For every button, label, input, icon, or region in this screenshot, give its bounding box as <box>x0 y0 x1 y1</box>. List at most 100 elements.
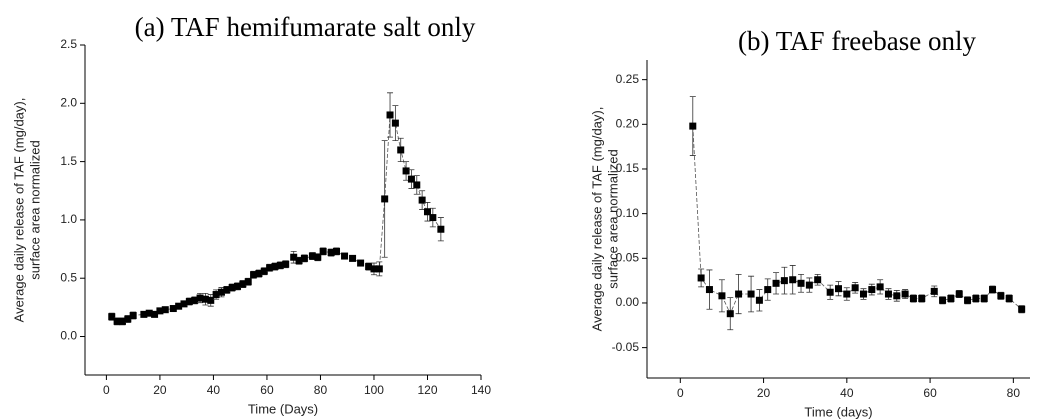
x-tick-label: 40 <box>207 383 221 397</box>
marker <box>980 295 988 302</box>
marker <box>308 252 316 260</box>
marker <box>185 298 193 306</box>
marker <box>228 284 236 292</box>
marker <box>423 208 431 216</box>
marker <box>859 290 867 298</box>
y-tick-label: 1.0 <box>60 212 77 226</box>
y-tick-label: 2.0 <box>60 95 77 109</box>
marker <box>271 263 279 271</box>
marker <box>918 295 926 302</box>
x-axis-label: Time (days) <box>804 404 872 419</box>
marker <box>217 288 225 296</box>
y-tick-label: 0.0 <box>60 329 77 343</box>
marker <box>357 259 365 267</box>
marker <box>333 247 341 255</box>
marker <box>718 292 726 300</box>
marker <box>260 267 268 275</box>
marker <box>282 260 290 268</box>
marker <box>437 225 445 233</box>
marker <box>851 284 859 292</box>
marker <box>726 310 734 318</box>
x-tick-label: 20 <box>757 386 771 400</box>
marker <box>413 181 421 189</box>
marker <box>868 286 876 294</box>
marker <box>124 315 132 323</box>
marker <box>118 317 126 325</box>
marker <box>223 286 231 294</box>
marker <box>835 285 842 293</box>
marker <box>909 295 917 302</box>
x-tick-label: 20 <box>153 383 167 397</box>
y-axis-label: surface area normalized <box>27 140 42 279</box>
y-tick-label: -0.05 <box>612 340 640 354</box>
marker <box>972 295 980 302</box>
marker <box>341 252 349 260</box>
marker <box>939 296 947 304</box>
y-tick-label: 0.5 <box>60 270 77 284</box>
y-tick-label: 2.5 <box>60 37 77 51</box>
marker <box>764 286 772 294</box>
marker <box>997 292 1005 300</box>
marker <box>191 296 199 304</box>
x-tick-label: 100 <box>364 383 384 397</box>
marker <box>930 287 938 295</box>
y-tick-label: 0.05 <box>616 250 640 264</box>
marker <box>955 290 963 298</box>
marker <box>375 265 383 273</box>
marker <box>381 195 389 203</box>
marker <box>175 302 183 310</box>
series-line <box>111 113 442 322</box>
x-tick-label: 0 <box>677 386 684 400</box>
marker <box>1018 305 1026 313</box>
marker <box>705 286 713 294</box>
marker <box>747 290 755 298</box>
y-tick-label: 1.5 <box>60 154 77 168</box>
marker <box>418 196 426 204</box>
marker <box>319 247 327 255</box>
marker <box>266 264 274 272</box>
marker <box>386 111 394 119</box>
marker <box>255 270 263 278</box>
marker <box>964 296 972 304</box>
marker <box>201 295 209 303</box>
marker <box>876 283 884 291</box>
marker <box>755 296 763 304</box>
marker <box>212 291 220 299</box>
marker <box>901 290 909 298</box>
marker <box>239 280 247 288</box>
y-axis-label: surface area normalized <box>605 149 620 288</box>
marker <box>772 279 780 287</box>
marker <box>234 282 242 290</box>
marker <box>250 271 258 279</box>
marker <box>145 309 153 317</box>
marker <box>113 317 121 325</box>
marker <box>1005 295 1013 302</box>
y-axis-label: Average daily release of TAF (mg/day), <box>11 98 26 323</box>
y-tick-label: 0.00 <box>616 295 640 309</box>
marker <box>429 214 437 222</box>
marker <box>402 167 410 175</box>
marker <box>276 261 284 269</box>
marker <box>797 279 805 287</box>
marker <box>207 296 215 304</box>
x-tick-label: 80 <box>1007 386 1021 400</box>
y-tick-label: 0.10 <box>616 206 640 220</box>
marker <box>156 307 164 315</box>
marker <box>151 310 159 318</box>
marker <box>689 122 697 130</box>
chart-title: (b) TAF freebase only <box>738 26 977 56</box>
marker <box>989 286 997 294</box>
marker <box>327 249 335 257</box>
marker <box>244 278 252 286</box>
marker <box>826 288 834 296</box>
marker <box>893 292 901 300</box>
marker <box>129 312 137 320</box>
x-tick-label: 80 <box>314 383 328 397</box>
marker <box>884 290 892 298</box>
x-tick-label: 140 <box>471 383 491 397</box>
marker <box>397 146 405 154</box>
marker <box>295 257 303 265</box>
marker <box>843 290 851 298</box>
marker <box>780 277 788 285</box>
